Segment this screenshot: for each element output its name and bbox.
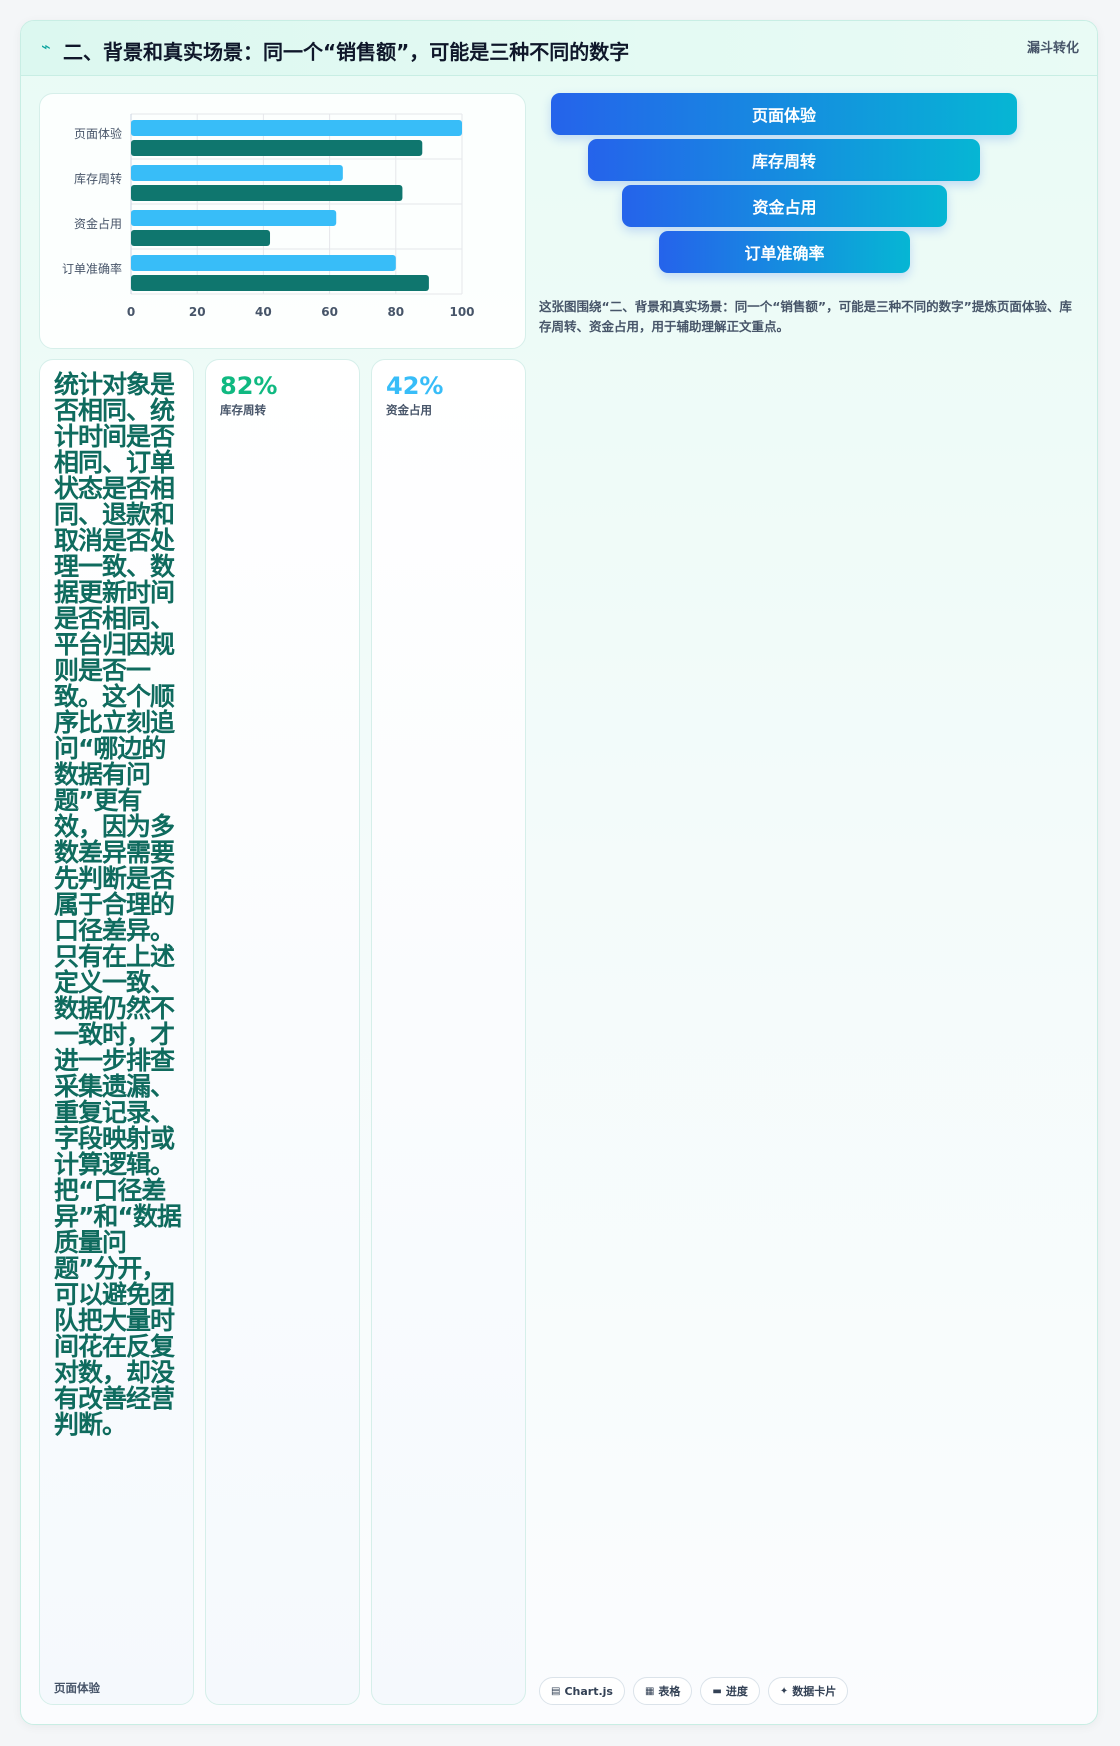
chip-label: Chart.js: [564, 1684, 613, 1698]
page-title: 二、背景和真实场景：同一个“销售额”，可能是三种不同的数字: [63, 40, 630, 64]
bar-series-2: [131, 230, 271, 246]
stat-card-3: 42% 资金占用: [371, 359, 526, 1705]
stat-value: 统计对象是否相同、统计时间是否相同、订单状态是否相同、退款和取消是否处理一致、数…: [54, 370, 182, 1439]
bar-series-1: [131, 120, 462, 136]
x-tick-label: 80: [387, 305, 404, 319]
stat-value: 82%: [220, 372, 278, 400]
infographic-panel: ⌁ 二、背景和真实场景：同一个“销售额”，可能是三种不同的数字 漏斗转化 0 20…: [20, 20, 1098, 1725]
chip-label: 表格: [658, 1685, 681, 1698]
funnel-step-3: 资金占用: [622, 185, 947, 227]
chip-label: 数据卡片: [792, 1685, 837, 1698]
bar-chart-card: 0 20 40 60 80 100 页面体验库存周转资金占用订单准确率: [39, 93, 526, 349]
chip-table[interactable]: ▦ 表格: [632, 1677, 693, 1705]
bar-series-1: [131, 210, 337, 226]
bar-series-1: [131, 165, 343, 181]
x-tick-label: 20: [189, 305, 206, 319]
funnel-step-1: 页面体验: [551, 93, 1017, 135]
funnel-step-2: 库存周转: [588, 139, 980, 181]
stat-card-1: 统计对象是否相同、统计时间是否相同、订单状态是否相同、退款和取消是否处理一致、数…: [39, 359, 194, 1705]
panel-header: ⌁ 二、背景和真实场景：同一个“销售额”，可能是三种不同的数字 漏斗转化: [21, 21, 1097, 76]
x-tick-label: 0: [127, 305, 135, 319]
bar-series-2: [131, 185, 403, 201]
x-tick-label: 40: [255, 305, 272, 319]
y-tick-label: 库存周转: [74, 171, 122, 186]
y-tick-label: 订单准确率: [62, 261, 122, 276]
chip-data-card[interactable]: ✦ 数据卡片: [767, 1677, 849, 1705]
progress-icon: ▬: [712, 1685, 722, 1697]
chip-chartjs[interactable]: ▤ Chart.js: [539, 1677, 625, 1705]
category-tag: 漏斗转化: [1026, 41, 1079, 56]
funnel-description: 这张图围绕“二、背景和真实场景：同一个“销售额”，可能是三种不同的数字”提炼页面…: [539, 299, 1072, 334]
funnel-diagram: 页面体验 库存周转 资金占用 订单准确率: [551, 93, 1091, 293]
y-tick-label: 页面体验: [74, 126, 122, 141]
bar-series-2: [131, 140, 423, 156]
stat-label: 库存周转: [220, 403, 266, 417]
library-chips: ▤ Chart.js ▦ 表格 ▬ 进度 ✦ 数据卡片: [539, 1677, 849, 1705]
card-icon: ✦: [779, 1685, 789, 1697]
bolt-icon: ⌁: [41, 37, 51, 56]
chip-label: 进度: [725, 1685, 748, 1698]
x-tick-label: 100: [449, 305, 474, 319]
table-icon: ▦: [644, 1685, 655, 1697]
stat-label: 页面体验: [54, 1681, 100, 1695]
stat-card-2: 82% 库存周转: [205, 359, 360, 1705]
funnel-step-4: 订单准确率: [659, 231, 910, 273]
bar-series-1: [131, 255, 396, 271]
bar-series-2: [131, 275, 429, 291]
chip-progress[interactable]: ▬ 进度: [700, 1677, 760, 1705]
chart-icon: ▤: [551, 1685, 561, 1697]
stat-value: 42%: [386, 372, 444, 400]
x-tick-label: 60: [321, 305, 338, 319]
stat-label: 资金占用: [386, 403, 432, 417]
y-tick-label: 资金占用: [74, 216, 122, 231]
